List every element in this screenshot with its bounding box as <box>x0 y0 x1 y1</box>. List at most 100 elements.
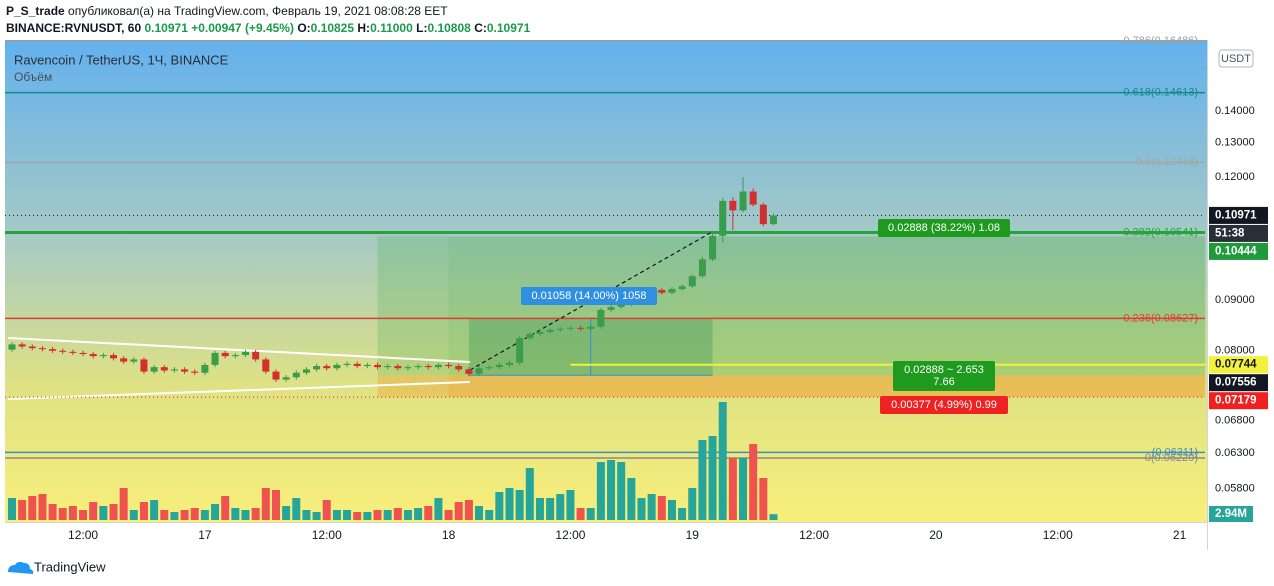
volume-bar <box>18 500 27 520</box>
volume-bar <box>282 506 291 520</box>
candle-body <box>719 200 727 236</box>
volume-bar <box>546 498 555 520</box>
volume-bar <box>38 494 47 520</box>
candle-body <box>28 346 36 349</box>
volume-bar <box>99 506 108 520</box>
volume-bar <box>271 490 280 520</box>
candle-body <box>465 369 473 374</box>
candle-body <box>99 355 107 357</box>
volume-bar <box>485 510 494 520</box>
candle-body <box>323 366 331 369</box>
price-badge <box>1209 392 1268 410</box>
candle-body <box>252 351 260 360</box>
ohlc-key: H: <box>357 21 370 35</box>
candle-body <box>759 204 767 225</box>
currency-button[interactable] <box>1218 49 1254 68</box>
volume-bar <box>586 508 595 520</box>
candle-body <box>221 352 229 357</box>
candle-body <box>607 307 615 310</box>
candle-body <box>272 371 280 380</box>
volume-bar <box>190 508 199 520</box>
plot-background <box>5 40 1207 522</box>
candle-body <box>414 366 422 368</box>
volume-bar <box>58 508 67 520</box>
volume-bar <box>200 510 209 520</box>
candle-body <box>79 352 87 354</box>
candle-body <box>769 215 777 225</box>
volume-bar <box>241 510 250 520</box>
change: +0.00947 (+9.45%) <box>191 21 294 35</box>
fib-label: 0.382(0.10541) <box>1123 226 1198 238</box>
volume-bar <box>343 510 352 520</box>
price-badge <box>1209 224 1268 242</box>
volume-bar <box>464 500 473 520</box>
volume-bar <box>657 496 666 520</box>
y-tick-label: 0.09000 <box>1215 294 1255 306</box>
volume-bar <box>627 478 636 520</box>
annotation-text: 7.66 <box>933 376 954 388</box>
volume-bar <box>231 508 240 520</box>
volume-bar <box>637 498 646 520</box>
candle-body <box>292 372 300 378</box>
candle-body <box>698 259 706 277</box>
volume-bar <box>749 444 758 520</box>
volume-bar <box>414 508 423 520</box>
annotation-text: 0.02888 ~ 2.653 <box>904 364 984 376</box>
volume-bar <box>393 508 402 520</box>
fib-label: 0.5(0.12418) <box>1136 156 1198 168</box>
volume-bar <box>261 488 270 520</box>
candle-body <box>231 355 239 357</box>
candle-body <box>495 364 503 368</box>
candle-body <box>374 364 382 368</box>
volume-bar <box>617 462 626 520</box>
volume-badge <box>1209 506 1253 522</box>
x-tick-label: 19 <box>686 528 700 542</box>
volume-bar <box>688 488 697 520</box>
quote-line: BINANCE:RVNUSDT, 60 0.10971 +0.00947 (+9… <box>6 21 531 35</box>
volume-bar <box>647 494 656 520</box>
fib-label: 0.618(0.14613) <box>1123 86 1198 98</box>
price-badge <box>1209 242 1268 260</box>
x-tick-label: 17 <box>198 528 212 542</box>
volume-bar <box>322 500 331 520</box>
candle-body <box>394 366 402 369</box>
logo <box>8 561 34 574</box>
volume-bar <box>556 494 565 520</box>
candle-body <box>8 344 16 350</box>
candle-body <box>282 377 290 380</box>
candle-body <box>577 327 585 329</box>
author: P_S_trade <box>6 4 65 18</box>
candle-body <box>191 371 199 373</box>
price-badge-label: 0.07179 <box>1215 395 1257 407</box>
footer-brand: TradingView <box>34 559 106 574</box>
y-tick-label: 0.05800 <box>1215 482 1255 494</box>
candle-body <box>49 349 57 351</box>
candle-body <box>597 309 605 327</box>
candle-body <box>739 191 747 211</box>
symbol: BINANCE:RVNUSDT, 60 <box>6 21 141 35</box>
position-profit <box>448 236 1205 376</box>
candle-body <box>313 366 321 370</box>
candle-body <box>89 353 97 357</box>
y-tick-label: 0.08000 <box>1215 345 1255 357</box>
volume-bar <box>211 504 220 520</box>
volume-bar <box>28 496 37 520</box>
candle-body <box>140 359 148 372</box>
volume-bar <box>667 500 676 520</box>
price-badge <box>1209 374 1268 392</box>
projection <box>469 231 713 371</box>
volume-bar <box>68 506 77 520</box>
volume-bar <box>434 498 443 520</box>
currency-label: USDT <box>1221 53 1251 65</box>
volume-bar <box>221 496 230 520</box>
candle-body <box>729 200 737 211</box>
ohlc-value: 0.10808 <box>427 21 471 35</box>
ohlc-key: L: <box>416 21 427 35</box>
volume-bar <box>515 490 524 520</box>
position-loss <box>377 375 449 398</box>
volume-bar <box>505 488 514 520</box>
candle-body <box>587 326 595 329</box>
price-badge-label: 0.07556 <box>1215 377 1257 389</box>
candle-body <box>566 327 574 329</box>
